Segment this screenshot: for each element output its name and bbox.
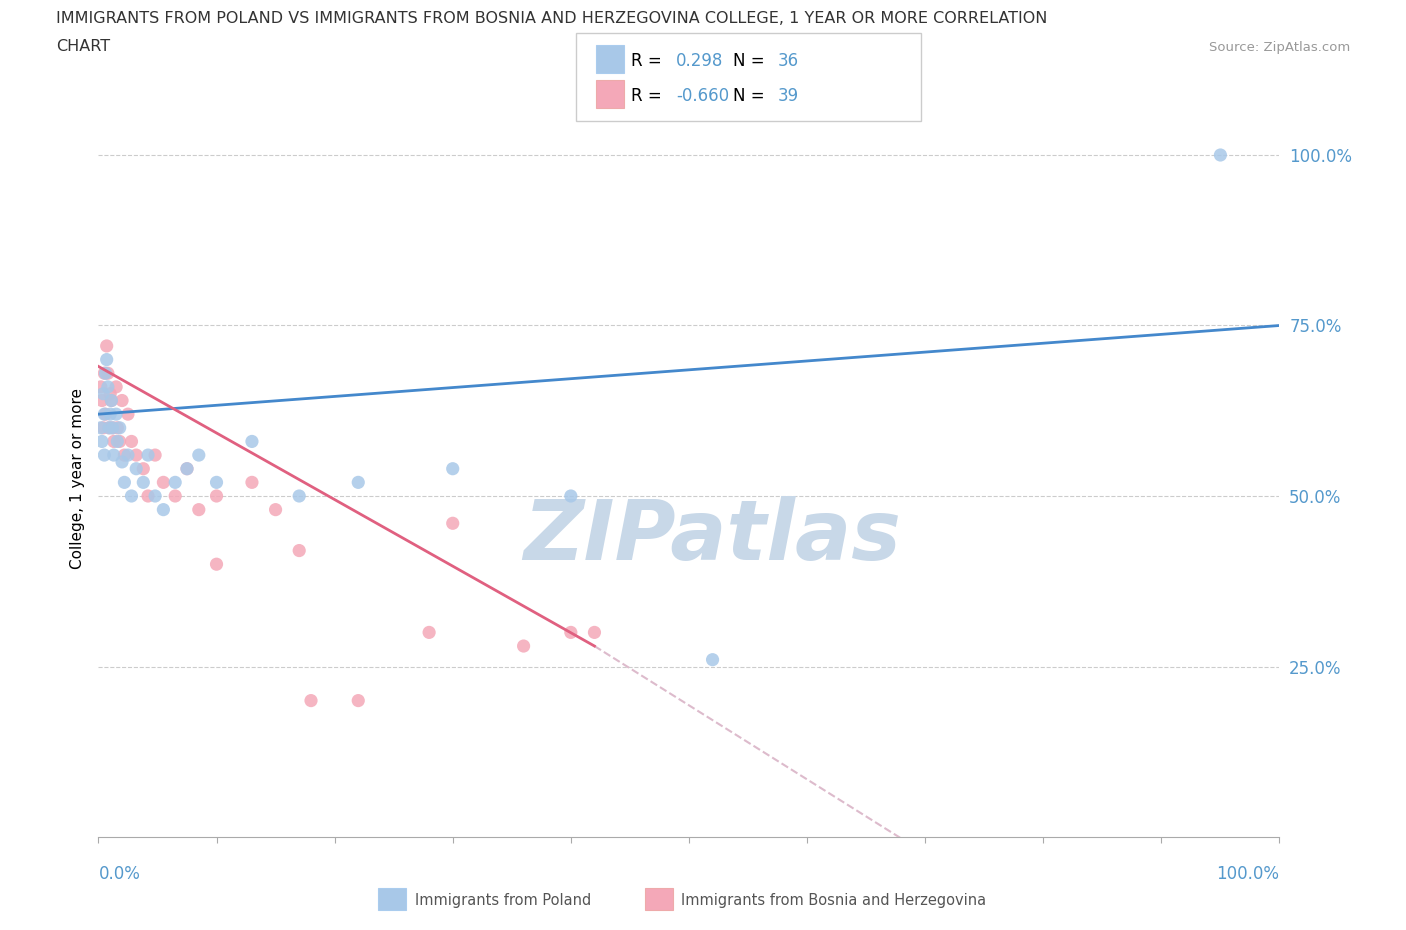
Text: -0.660: -0.660 (676, 87, 730, 105)
Point (347, 475, 370, 490)
Point (96, 352, 118, 367)
Point (100, 393, 122, 408)
Point (288, 488, 311, 503)
Text: ZIPatlas: ZIPatlas (523, 496, 901, 577)
Point (91, 393, 114, 408)
Point (132, 475, 155, 490)
Point (165, 488, 187, 503)
Point (125, 447, 148, 462)
Point (105, 406, 128, 421)
Point (143, 488, 166, 503)
Point (91, 386, 114, 401)
Point (97, 365, 120, 380)
Point (560, 625, 582, 640)
Point (103, 447, 125, 462)
Text: IMMIGRANTS FROM POLAND VS IMMIGRANTS FROM BOSNIA AND HERZEGOVINA COLLEGE, 1 YEAR: IMMIGRANTS FROM POLAND VS IMMIGRANTS FRO… (56, 11, 1047, 26)
Point (136, 447, 159, 462)
Point (583, 625, 606, 640)
Text: R =: R = (631, 87, 668, 105)
Point (111, 455, 134, 470)
Point (108, 434, 131, 449)
Point (101, 420, 124, 435)
Point (187, 447, 209, 462)
Text: Source: ZipAtlas.com: Source: ZipAtlas.com (1209, 41, 1350, 54)
Point (418, 625, 440, 640)
Point (187, 502, 209, 517)
Point (105, 420, 128, 435)
Point (98, 420, 121, 435)
Point (93, 447, 115, 462)
Text: 0.0%: 0.0% (98, 865, 141, 883)
Point (121, 434, 143, 449)
Point (112, 475, 135, 490)
Point (176, 461, 198, 476)
Point (97, 379, 120, 394)
Point (240, 475, 263, 490)
Point (205, 475, 228, 490)
Point (165, 475, 187, 490)
Point (441, 516, 464, 531)
Point (288, 543, 311, 558)
Point (98, 386, 121, 401)
Point (101, 420, 124, 435)
Point (91, 420, 114, 435)
Point (152, 502, 174, 517)
Text: N =: N = (733, 87, 769, 105)
Point (205, 488, 228, 503)
Point (105, 379, 128, 394)
Point (103, 434, 125, 449)
Point (94, 406, 117, 421)
Text: 0.298: 0.298 (676, 52, 724, 70)
Point (176, 461, 198, 476)
Text: Immigrants from Bosnia and Herzegovina: Immigrants from Bosnia and Herzegovina (681, 893, 986, 908)
Y-axis label: College, 1 year or more: College, 1 year or more (69, 389, 84, 569)
Text: 39: 39 (778, 87, 799, 105)
Text: CHART: CHART (56, 39, 110, 54)
Point (264, 502, 287, 517)
Point (132, 461, 155, 476)
Point (117, 447, 139, 462)
Text: Immigrants from Poland: Immigrants from Poland (415, 893, 591, 908)
Point (100, 393, 122, 408)
Point (90, 420, 112, 435)
Text: N =: N = (733, 52, 769, 70)
Point (560, 488, 582, 503)
Point (96, 339, 118, 353)
Point (347, 693, 370, 708)
Point (105, 434, 128, 449)
Point (91, 434, 114, 449)
Point (121, 488, 143, 503)
Point (205, 557, 228, 572)
Point (94, 365, 117, 380)
Point (152, 475, 174, 490)
Point (117, 406, 139, 421)
Point (93, 365, 115, 380)
Point (299, 693, 322, 708)
Point (112, 447, 135, 462)
Point (702, 652, 724, 667)
Point (98, 406, 121, 421)
Point (111, 393, 134, 408)
Text: R =: R = (631, 52, 668, 70)
Point (441, 461, 464, 476)
Point (108, 420, 131, 435)
Point (93, 406, 115, 421)
Point (512, 639, 534, 654)
Point (240, 434, 263, 449)
Text: 100.0%: 100.0% (1216, 865, 1279, 883)
Point (98, 420, 121, 435)
Point (125, 461, 148, 476)
Point (1209, 148, 1232, 163)
Point (143, 447, 166, 462)
Text: 36: 36 (778, 52, 799, 70)
Point (136, 488, 159, 503)
Point (90, 379, 112, 394)
